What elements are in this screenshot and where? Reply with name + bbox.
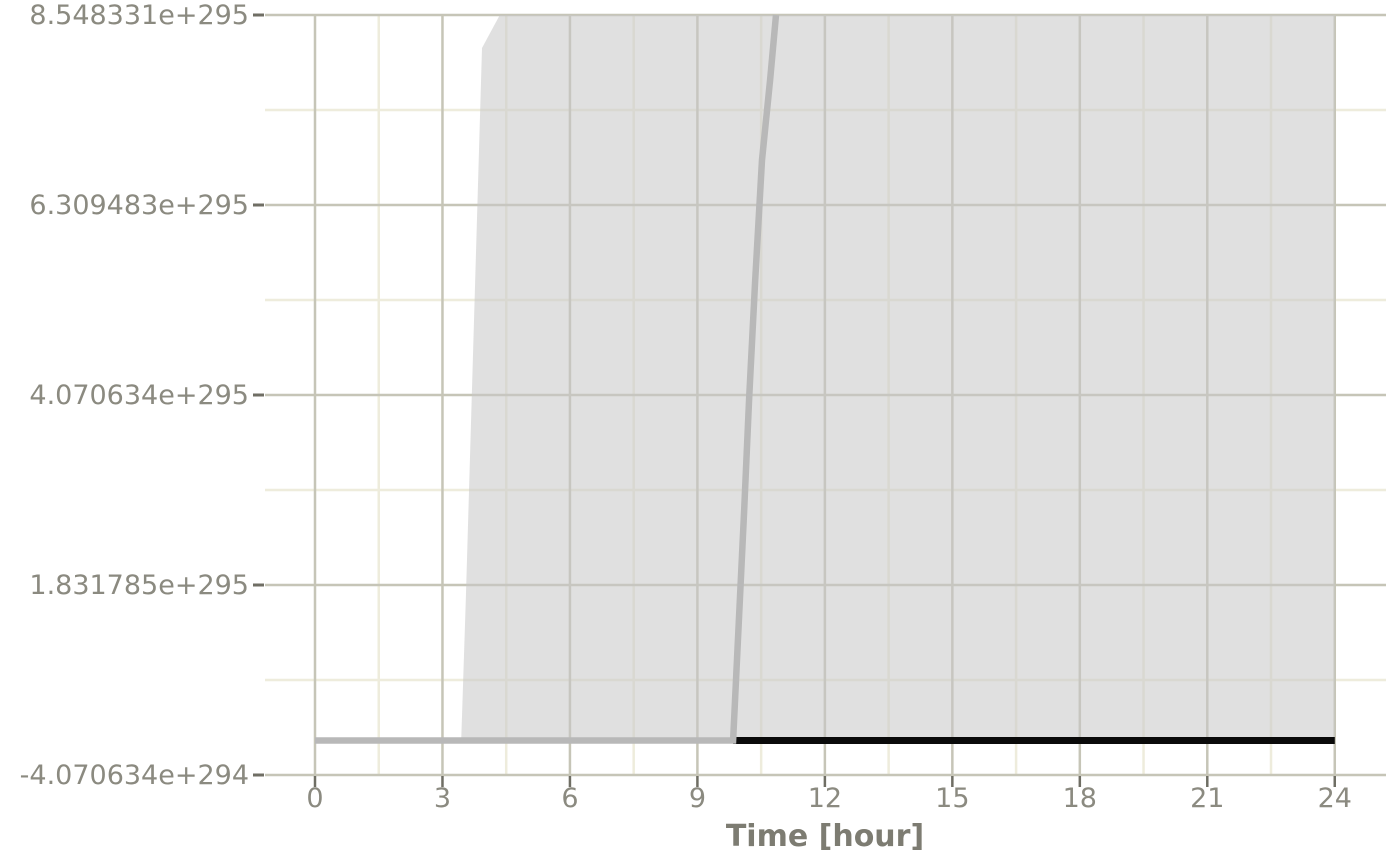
exploding-gray-series <box>315 14 780 744</box>
x-tick-label: 3 <box>434 783 451 814</box>
tick-labels: 0 3 6 9 12 15 18 21 24 8.548331e+295 6.309483e+295… <box>20 0 1352 814</box>
y-tick-label: -4.070634e+294 <box>20 760 249 791</box>
tick-marks <box>253 13 1337 787</box>
x-tick-label: 24 <box>1318 783 1352 814</box>
x-tick-label: 12 <box>808 783 842 814</box>
y-tick-label: 8.548331e+295 <box>29 0 249 31</box>
y-tick-label: 4.070634e+295 <box>29 380 249 411</box>
x-axis-title: Time [hour] <box>726 819 924 854</box>
x-tick-label: 18 <box>1063 783 1097 814</box>
y-tick-label: 6.309483e+295 <box>29 190 249 221</box>
uncertainty-band <box>461 15 1335 741</box>
series-layer <box>315 14 1335 744</box>
y-tick-label: 1.831785e+295 <box>29 570 249 601</box>
x-tick-label: 9 <box>689 783 706 814</box>
x-tick-label: 15 <box>935 783 969 814</box>
x-tick-label: 21 <box>1190 783 1224 814</box>
x-tick-label: 6 <box>561 783 578 814</box>
x-tick-label: 0 <box>306 783 323 814</box>
